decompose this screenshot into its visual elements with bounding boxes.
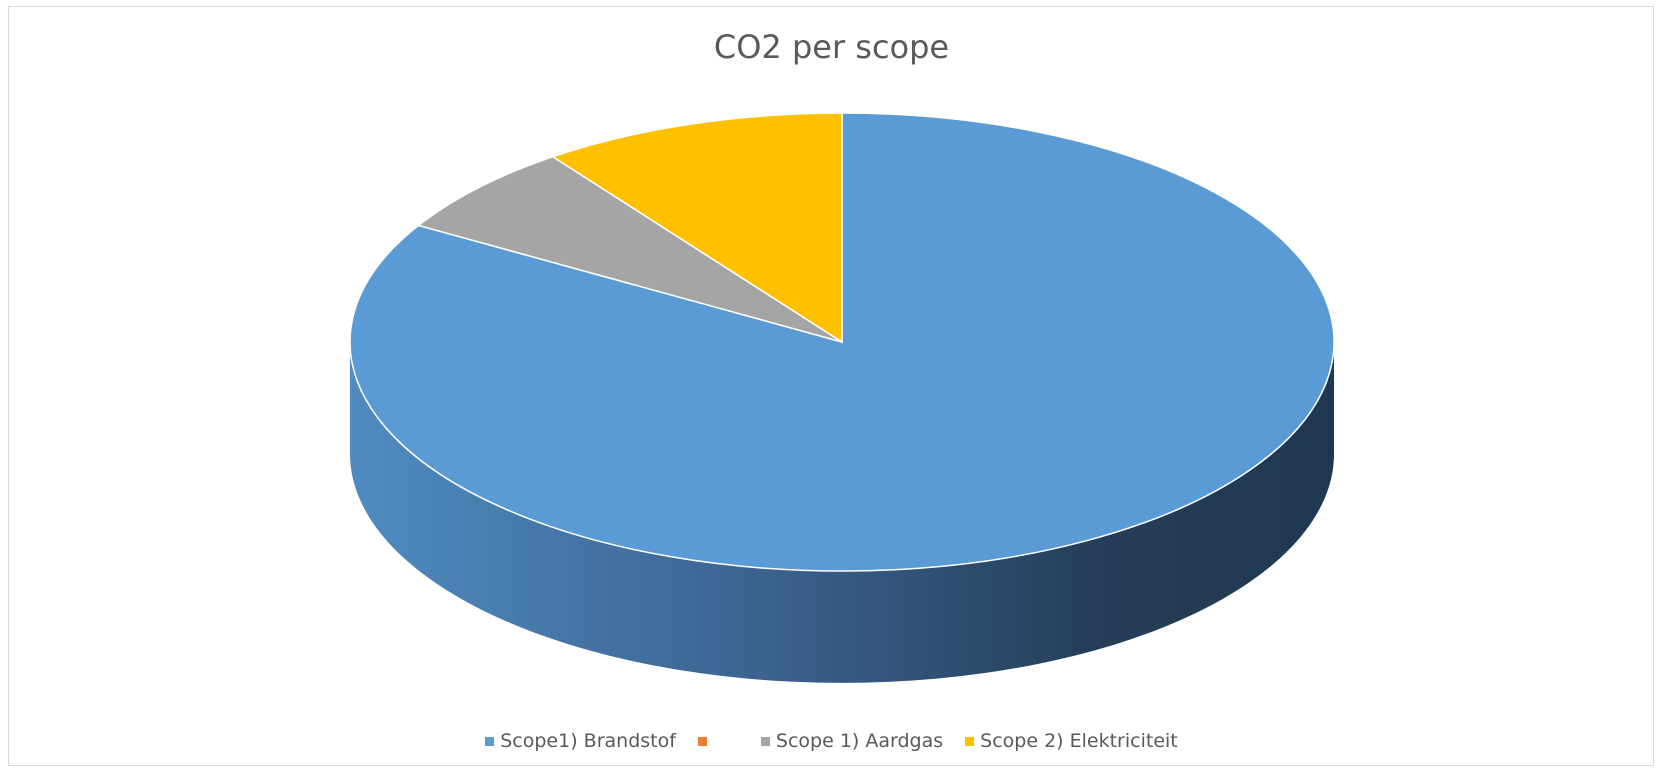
pie-top bbox=[349, 112, 1335, 572]
legend-item bbox=[697, 730, 739, 752]
legend-swatch bbox=[485, 736, 495, 746]
pie-slice-scope-1-aardgas bbox=[416, 155, 843, 343]
legend-item: Scope1) Brandstof bbox=[485, 730, 676, 752]
chart-title: CO2 per scope bbox=[713, 28, 950, 66]
pie-side-wall-surface bbox=[350, 342, 1334, 683]
legend-swatch bbox=[760, 736, 770, 746]
legend-label: Scope1) Brandstof bbox=[500, 730, 676, 752]
chart-legend: Scope1) Brandstof Scope 1) Aardgas Scope 2… bbox=[0, 730, 1663, 752]
legend-item: Scope 2) Elektriciteit bbox=[965, 730, 1178, 752]
pie-slice-scope-2-elektriciteit bbox=[551, 112, 843, 344]
legend-label: Scope 2) Elektriciteit bbox=[980, 730, 1178, 752]
legend-swatch bbox=[697, 736, 707, 746]
legend-label: Scope 1) Aardgas bbox=[775, 730, 944, 752]
legend-item: Scope 1) Aardgas bbox=[760, 730, 944, 752]
pie-side-wall bbox=[350, 342, 1334, 683]
legend-swatch bbox=[965, 736, 975, 746]
